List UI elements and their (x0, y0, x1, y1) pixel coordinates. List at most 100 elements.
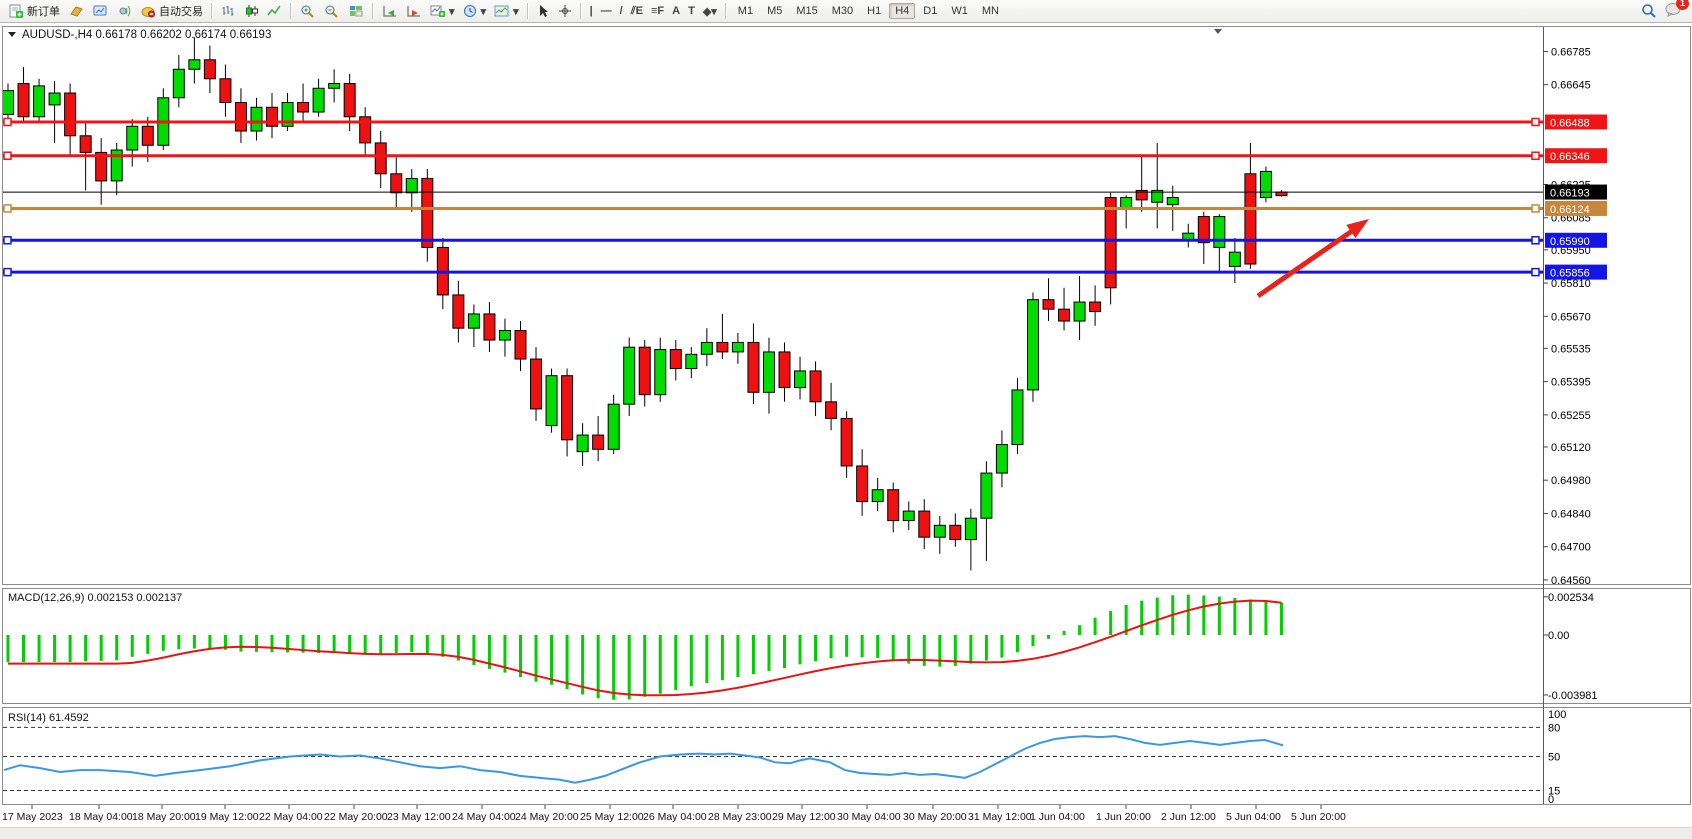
fibonacci-tool[interactable]: ≡F (650, 5, 665, 17)
candle (933, 524, 946, 538)
candle (856, 465, 869, 503)
candle (79, 135, 92, 153)
time-label: 1 Jun 20:00 (1096, 811, 1151, 823)
trendline-tool[interactable]: / (619, 5, 623, 17)
new-order-button[interactable]: 新订单 (4, 1, 64, 22)
candle (1026, 299, 1039, 391)
candle (731, 341, 744, 353)
symbol-dropdown-icon[interactable] (8, 32, 16, 37)
candle (64, 92, 77, 137)
line-anchor[interactable] (3, 204, 12, 213)
chart-shift-button[interactable] (402, 1, 426, 22)
time-label: 18 May 04:00 (69, 811, 133, 823)
candle (918, 510, 931, 538)
toolbar-right: 1 (1641, 0, 1689, 20)
crosshair-icon (558, 5, 571, 17)
candle (1011, 389, 1024, 446)
price-tick-label: 0.65395 (1551, 377, 1591, 389)
timeframe-w1[interactable]: W1 (951, 5, 968, 17)
candle (1135, 189, 1148, 201)
crosshair-tool[interactable] (554, 1, 576, 22)
line-anchor[interactable] (1531, 236, 1540, 245)
text-label-tool[interactable]: T (688, 5, 695, 17)
shapes-dropdown[interactable]: ◆▾ (702, 5, 717, 18)
line-anchor[interactable] (3, 236, 12, 245)
candle (328, 83, 341, 89)
macd-signal-line (8, 599, 1282, 697)
indicators-dropdown[interactable]: ▾ (426, 1, 459, 22)
chart-shift-marker[interactable] (1214, 29, 1222, 34)
macd-scale-label: -0.003981 (1548, 690, 1598, 702)
timeframe-d1[interactable]: D1 (923, 5, 938, 17)
time-label: 5 Jun 04:00 (1226, 811, 1281, 823)
candle (1244, 173, 1257, 265)
candle (825, 401, 838, 419)
candle (685, 353, 698, 370)
notification-badge: 1 (1676, 0, 1689, 10)
auto-scroll-button[interactable] (378, 1, 402, 22)
rsi-scale-label: 100 (1548, 709, 1566, 721)
candle (576, 434, 589, 453)
templates-dropdown[interactable]: ▾ (490, 1, 523, 22)
notifications-button[interactable]: 1 (1665, 0, 1689, 20)
timeframe-m1[interactable]: M1 (737, 5, 754, 17)
alerts-button[interactable] (112, 1, 136, 22)
chart-area[interactable]: 0.667850.666450.662250.660850.659500.658… (0, 24, 1692, 827)
timeframe-m5[interactable]: M5 (767, 5, 783, 17)
market-watch-button[interactable] (88, 1, 112, 22)
toolbar: 新订单 自动交易 (0, 0, 1692, 23)
vertical-line-tool[interactable]: | (589, 5, 593, 17)
indicators-icon (430, 5, 445, 17)
toolbar-separator (579, 3, 582, 19)
timeframe-m15[interactable]: M15 (796, 5, 818, 17)
line-chart-button[interactable] (263, 1, 286, 22)
toolbar-separator (211, 3, 213, 19)
candle (359, 116, 372, 144)
line-anchor[interactable] (3, 151, 12, 160)
horizontal-line-tool[interactable]: — (600, 5, 612, 17)
search-icon[interactable] (1641, 3, 1657, 19)
candle (654, 349, 667, 396)
candle (902, 510, 915, 522)
styles-button[interactable] (64, 1, 88, 22)
price-tick-label: 0.65120 (1551, 442, 1591, 454)
timeframe-h4[interactable]: H4 (889, 3, 916, 19)
arrow-head[interactable] (1346, 219, 1369, 239)
bar-chart-button[interactable] (217, 1, 240, 22)
line-anchor[interactable] (1531, 267, 1540, 277)
candle (949, 524, 962, 541)
zoom-out-button[interactable] (320, 1, 344, 22)
zoom-in-button[interactable] (296, 1, 320, 22)
candlestick-chart-button[interactable] (240, 1, 263, 22)
timeframe-m30[interactable]: M30 (831, 5, 854, 17)
line-anchor[interactable] (1531, 204, 1540, 213)
channel-tool[interactable]: ⫽E (630, 4, 643, 17)
time-label: 26 May 04:00 (643, 811, 707, 823)
timeframe-mn[interactable]: MN (981, 5, 999, 17)
candle (483, 313, 496, 341)
line-anchor[interactable] (3, 117, 12, 127)
megaphone-icon (119, 5, 131, 17)
price-badge (1545, 148, 1607, 164)
chart-header: AUDUSD-,H4 0.66178 0.66202 0.66174 0.661… (22, 29, 271, 41)
candle (607, 403, 620, 450)
cursor-tool[interactable] (533, 1, 554, 22)
line-anchor[interactable] (1531, 151, 1540, 160)
cursor-icon (539, 5, 548, 17)
timeframe-h1[interactable]: H1 (867, 5, 882, 17)
line-anchor[interactable] (3, 267, 12, 277)
periods-dropdown[interactable]: ▾ (459, 1, 491, 22)
market-watch-icon (93, 5, 107, 16)
arrow-shaft[interactable] (1256, 228, 1354, 299)
tile-windows-button[interactable] (344, 1, 368, 22)
text-tool[interactable]: A (672, 5, 681, 17)
zoom-in-icon (301, 5, 314, 18)
horizontal-level-lines[interactable] (3, 117, 1543, 277)
candle (980, 472, 993, 519)
autotrading-button[interactable]: 自动交易 (136, 1, 207, 22)
line-anchor[interactable] (1531, 117, 1540, 127)
status-strip (0, 827, 1692, 839)
trend-arrow[interactable] (1256, 219, 1369, 299)
line-chart-icon (267, 5, 281, 16)
